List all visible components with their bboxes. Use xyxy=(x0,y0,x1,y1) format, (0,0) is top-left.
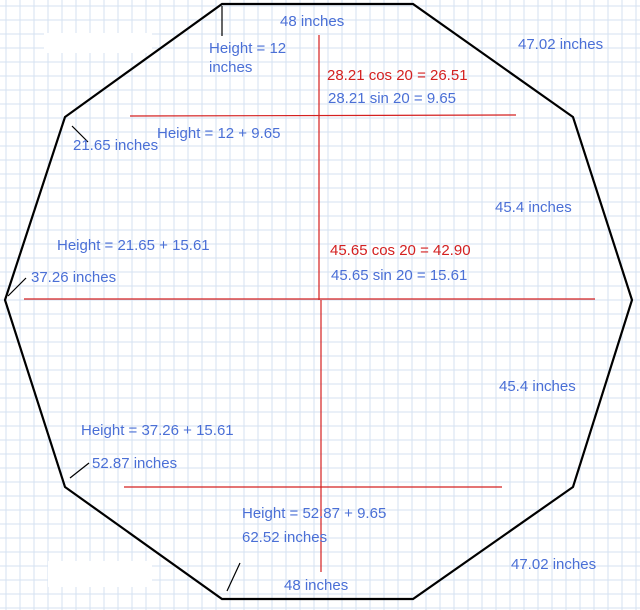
leader-62-52 xyxy=(226,562,241,592)
upper-chord-line xyxy=(129,114,517,117)
bottom-side-label: 48 inches xyxy=(284,577,348,594)
cos-upper-label: 28.21 cos 20 = 26.51 xyxy=(327,67,468,84)
blank-patch-bottom xyxy=(48,561,152,587)
measure-2-label: 21.65 inches xyxy=(73,137,158,154)
right-upper-side-label: 45.4 inches xyxy=(495,199,572,216)
top-side-label: 48 inches xyxy=(280,13,344,30)
height-top-label-line2: inches xyxy=(209,59,252,76)
right-lower-side-label: 45.4 inches xyxy=(499,378,576,395)
leader-37-26 xyxy=(7,277,27,297)
height-5-label: Height = 52.87 + 9.65 xyxy=(242,505,386,522)
top-right-side-label: 47.02 inches xyxy=(518,36,603,53)
sin-middle-label: 45.65 sin 20 = 15.61 xyxy=(331,267,467,284)
decagon-outline xyxy=(3,2,634,601)
measure-4-label: 52.87 inches xyxy=(92,455,177,472)
blank-patch-top xyxy=(44,33,152,53)
height-top-label-line1: Height = 12 xyxy=(209,40,286,57)
leader-52-87 xyxy=(69,462,90,479)
height-2-label: Height = 12 + 9.65 xyxy=(157,125,280,142)
sin-upper-label: 28.21 sin 20 = 9.65 xyxy=(328,90,456,107)
height-4-label: Height = 37.26 + 15.61 xyxy=(81,422,234,439)
measure-3-label: 37.26 inches xyxy=(31,269,116,286)
measure-5-label: 62.52 inches xyxy=(242,529,327,546)
height-3-label: Height = 21.65 + 15.61 xyxy=(57,237,210,254)
cos-middle-label: 45.65 cos 20 = 42.90 xyxy=(330,242,471,259)
leader-21-65 xyxy=(71,125,89,143)
bottom-right-side-label: 47.02 inches xyxy=(511,556,596,573)
